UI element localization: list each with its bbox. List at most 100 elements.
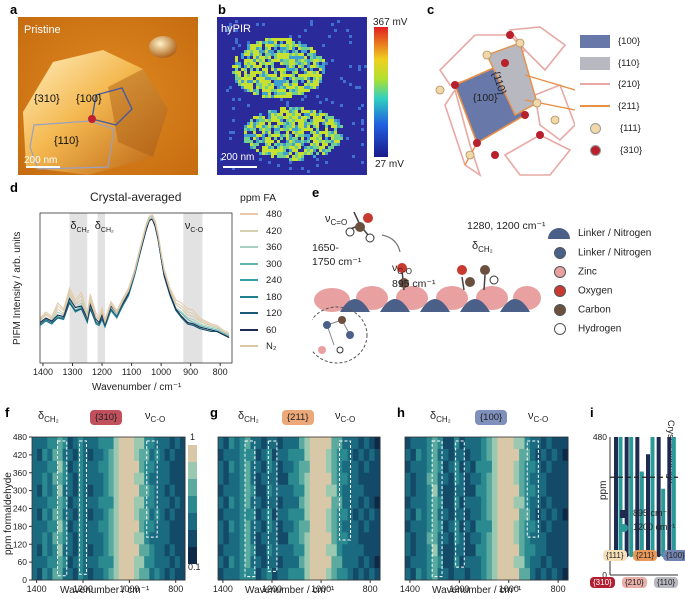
hypir-pixel <box>274 137 277 140</box>
hypir-pixel <box>349 35 352 38</box>
hypir-pixel <box>274 77 277 80</box>
hypir-pixel <box>250 80 253 83</box>
hypir-pixel <box>271 89 274 92</box>
heatmap-cell <box>239 460 246 474</box>
heatmap-cell <box>93 568 99 581</box>
hypir-pixel <box>247 128 250 131</box>
hypir-pixel <box>286 155 289 158</box>
hypir-pixel <box>307 89 310 92</box>
heatmap-cell <box>255 544 262 557</box>
heatmap-cell <box>342 556 349 569</box>
hypir-pixel <box>301 128 304 131</box>
heatmap-cell <box>139 520 145 533</box>
heatmap-cell <box>443 496 449 509</box>
hypir-pixel <box>265 53 268 56</box>
heatmap-cell <box>62 484 69 498</box>
heatmap-cell <box>551 556 558 569</box>
heatmap-cell <box>83 544 89 557</box>
heatmap-cell <box>347 556 354 569</box>
heatmap-cell <box>218 532 224 545</box>
heatmap-cell <box>113 532 120 545</box>
heatmap-cell <box>432 472 439 486</box>
hypir-pixel <box>262 125 265 128</box>
heatmap-cell <box>169 437 176 450</box>
heatmap-cell <box>159 437 166 450</box>
heatmap-cell <box>77 544 84 557</box>
schematic-legend-icon <box>554 323 566 335</box>
heatmap-cell <box>164 508 171 521</box>
hypir-pixel <box>304 116 307 119</box>
hypir-pixel <box>295 131 298 134</box>
heatmap-cell <box>405 520 411 533</box>
hypir-pixel <box>274 68 277 71</box>
heatmap-cell <box>491 460 498 474</box>
hypir-pixel <box>331 23 334 26</box>
hypir-pixel <box>277 86 280 89</box>
hypir-pixel <box>277 59 280 62</box>
ppm-bar <box>661 488 666 555</box>
heatmap-cell <box>358 484 365 498</box>
heatmap-cell <box>255 437 262 450</box>
hypir-pixel <box>283 59 286 62</box>
hypir-pixel <box>265 83 268 86</box>
heatmap-cell <box>562 472 569 486</box>
heatmap-cell <box>223 520 230 533</box>
hypir-pixel <box>268 161 271 164</box>
hypir-pixel <box>295 44 298 47</box>
heatmap-cell <box>437 568 444 581</box>
hypir-pixel <box>265 77 268 80</box>
heatmap-cell <box>113 448 120 462</box>
hypir-pixel <box>322 146 325 149</box>
heatmap-cell <box>67 437 74 450</box>
hypir-pixel <box>262 74 265 77</box>
heatmap-cell <box>134 460 140 474</box>
heatmap-cell <box>123 568 130 581</box>
hypir-pixel <box>295 113 298 116</box>
heatmap-cell <box>57 448 64 462</box>
heatmap-cell <box>437 520 444 533</box>
heatmap-cell <box>519 544 526 557</box>
heatmap-cell <box>179 472 186 486</box>
hypir-pixel <box>268 119 271 122</box>
heatmap-cell <box>139 568 145 581</box>
heatmap-cell <box>250 532 257 545</box>
hypir-pixel <box>307 83 310 86</box>
heatmap-cell <box>410 496 417 509</box>
heatmap-cell <box>513 484 520 498</box>
schematic-legend-icon <box>554 304 566 316</box>
hypir-pixel <box>247 80 250 83</box>
heatmap-cell <box>363 484 370 498</box>
heatmap-cell <box>288 448 295 462</box>
heatmap-cell <box>139 508 145 521</box>
hypir-pixel <box>268 86 271 89</box>
hypir-pixel <box>304 62 307 65</box>
heatmap-cell <box>98 448 104 462</box>
heatmap-cell <box>491 544 498 557</box>
hypir-pixel <box>280 146 283 149</box>
facet-legend-item: {111} <box>580 123 641 134</box>
heatmap-cell <box>421 508 428 521</box>
heatmap-cell <box>342 568 349 581</box>
heatmap-cell <box>37 496 43 509</box>
heatmap-cell <box>358 460 365 474</box>
heatmap-cell <box>481 460 487 474</box>
heatmap-cell <box>272 496 278 509</box>
hypir-pixel <box>325 161 328 164</box>
ppm-bar <box>656 437 661 555</box>
hypir-pixel <box>292 155 295 158</box>
hypir-pixel <box>313 155 316 158</box>
hypir-pixel <box>226 89 229 92</box>
hypir-pixel <box>292 92 295 95</box>
hypir-pixel <box>250 59 253 62</box>
heatmap-cell <box>304 568 311 581</box>
heatmap-cell <box>491 496 498 509</box>
heatmap-cell <box>426 532 433 545</box>
hypir-pixel <box>301 158 304 161</box>
hypir-pixel <box>295 56 298 59</box>
heatmap-colorbar-max: 1 <box>190 432 196 442</box>
heatmap-cell <box>37 484 43 498</box>
spectra-band <box>69 213 88 363</box>
heatmap-cell <box>72 496 79 509</box>
heatmap-cell <box>353 496 359 509</box>
hypir-pixel <box>301 86 304 89</box>
